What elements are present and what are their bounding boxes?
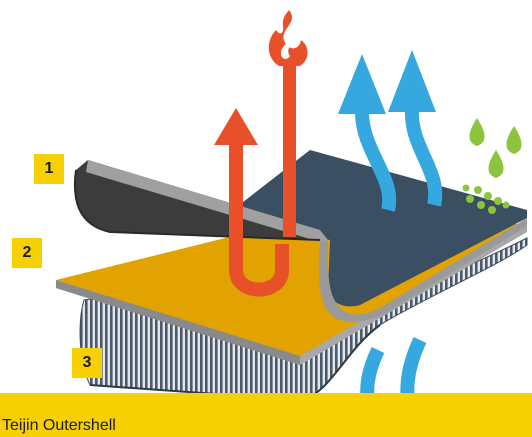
- layer-1-badge: 1: [34, 154, 64, 184]
- layer-3-badge: 3: [72, 348, 102, 378]
- water-drop-icon: [462, 118, 522, 214]
- heat-arrow-down-icon: [214, 108, 289, 297]
- vapor-arrow-icon: [338, 54, 397, 212]
- heat-arrow-up-icon: [283, 62, 296, 237]
- caption-text: Teijin Outershell: [2, 417, 116, 434]
- caption-bar: Teijin Outershell: [0, 393, 532, 437]
- flame-icon: [268, 10, 308, 66]
- layer-1-outer-shell: [73, 150, 527, 322]
- layer-2-badge: 2: [12, 238, 42, 268]
- vapor-arrow-icon: [388, 50, 443, 207]
